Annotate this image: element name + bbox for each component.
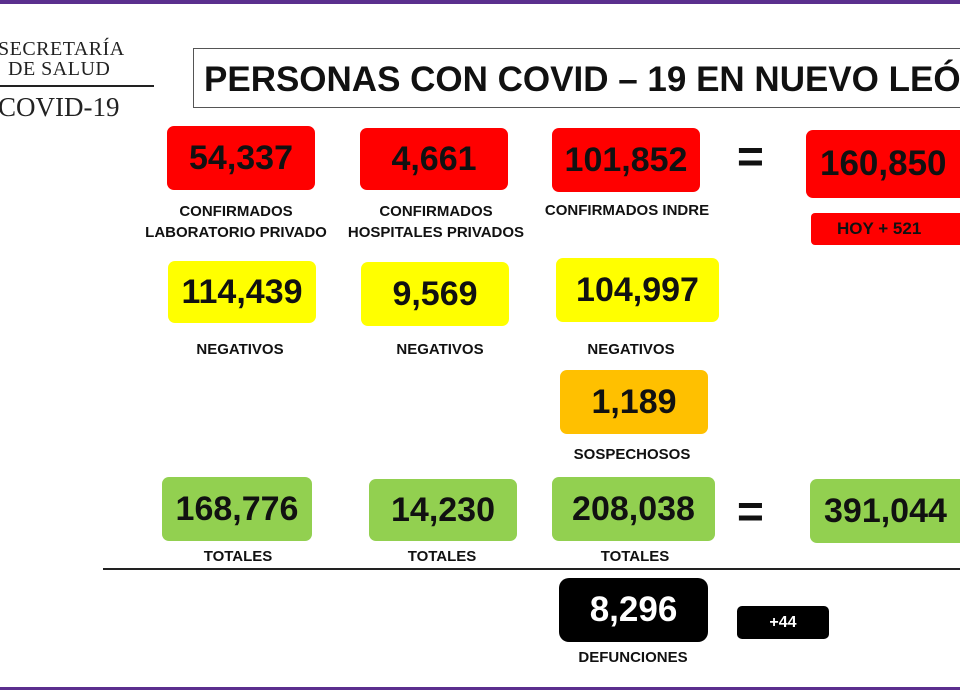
- totals-private-lab-label: TOTALES: [203, 548, 273, 565]
- confirmed-private-lab-box: 54,337: [167, 126, 315, 190]
- totals-private-hospitals-label: TOTALES: [407, 548, 477, 565]
- section-divider: [103, 568, 960, 570]
- confirmed-today-badge: HOY + 521: [811, 213, 960, 245]
- confirmed-private-hospitals-value: 4,661: [391, 139, 477, 178]
- totals-indre-label: TOTALES: [600, 548, 670, 565]
- logo-line-3: COVID-19: [0, 92, 120, 122]
- suspects-value: 1,189: [591, 382, 677, 421]
- deaths-box: 8,296: [559, 578, 708, 642]
- negatives-private-hospitals-label: NEGATIVOS: [396, 341, 484, 358]
- confirmed-total-value: 160,850: [820, 144, 947, 183]
- title-banner: PERSONAS CON COVID – 19 EN NUEVO LEÓN: [193, 48, 960, 108]
- confirmed-indre-label: CONFIRMADOS INDRE: [544, 202, 710, 219]
- negatives-private-lab-value: 114,439: [181, 272, 303, 311]
- page-title: PERSONAS CON COVID – 19 EN NUEVO LEÓN: [204, 60, 960, 99]
- grand-total-box: 391,044: [810, 479, 960, 543]
- negatives-private-hospitals-box: 9,569: [361, 262, 509, 326]
- negatives-private-lab-box: 114,439: [168, 261, 316, 323]
- suspects-box: 1,189: [560, 370, 708, 434]
- logo-line-1: SECRETARÍA: [0, 38, 125, 60]
- logo-divider: [0, 85, 154, 87]
- negatives-private-hospitals-value: 9,569: [392, 274, 478, 313]
- deaths-today-value: +44: [769, 613, 797, 631]
- totals-indre-box: 208,038: [552, 477, 715, 541]
- deaths-value: 8,296: [589, 590, 678, 629]
- totals-private-lab-box: 168,776: [162, 477, 312, 541]
- totals-private-hospitals-box: 14,230: [369, 479, 517, 541]
- logo-line-2: DE SALUD: [8, 58, 111, 80]
- equals-sign-confirmed: =: [737, 130, 764, 182]
- confirmed-private-lab-label: CONFIRMADOS LABORATORIO PRIVADO: [140, 201, 332, 243]
- totals-indre-value: 208,038: [572, 489, 695, 528]
- grand-total-value: 391,044: [824, 491, 947, 530]
- deaths-label: DEFUNCIONES: [578, 649, 688, 666]
- confirmed-private-hospitals-label-line1: CONFIRMADOS: [379, 203, 493, 220]
- negatives-indre-box: 104,997: [556, 258, 719, 322]
- confirmed-indre-value: 101,852: [564, 140, 688, 179]
- totals-private-hospitals-value: 14,230: [391, 490, 495, 529]
- confirmed-private-hospitals-box: 4,661: [360, 128, 508, 190]
- top-border: [0, 0, 960, 4]
- bottom-border: [0, 687, 960, 690]
- deaths-today-badge: +44: [737, 606, 829, 639]
- totals-private-lab-value: 168,776: [175, 489, 299, 528]
- negatives-private-lab-label: NEGATIVOS: [196, 341, 284, 358]
- suspects-label: SOSPECHOSOS: [573, 446, 691, 463]
- equals-sign-totals: =: [737, 485, 764, 537]
- confirmed-private-hospitals-label-line2: HOSPITALES PRIVADOS: [347, 224, 525, 241]
- confirmed-private-lab-label-line1: CONFIRMADOS: [179, 203, 293, 220]
- confirmed-today-value: HOY + 521: [837, 219, 922, 238]
- confirmed-private-lab-value: 54,337: [189, 138, 293, 177]
- confirmed-private-lab-label-line2: LABORATORIO PRIVADO: [145, 224, 327, 241]
- negatives-indre-value: 104,997: [576, 270, 699, 309]
- confirmed-indre-box: 101,852: [552, 128, 700, 192]
- confirmed-private-hospitals-label: CONFIRMADOS HOSPITALES PRIVADOS: [340, 201, 532, 243]
- negatives-indre-label: NEGATIVOS: [587, 341, 675, 358]
- confirmed-total-box: 160,850: [806, 130, 960, 198]
